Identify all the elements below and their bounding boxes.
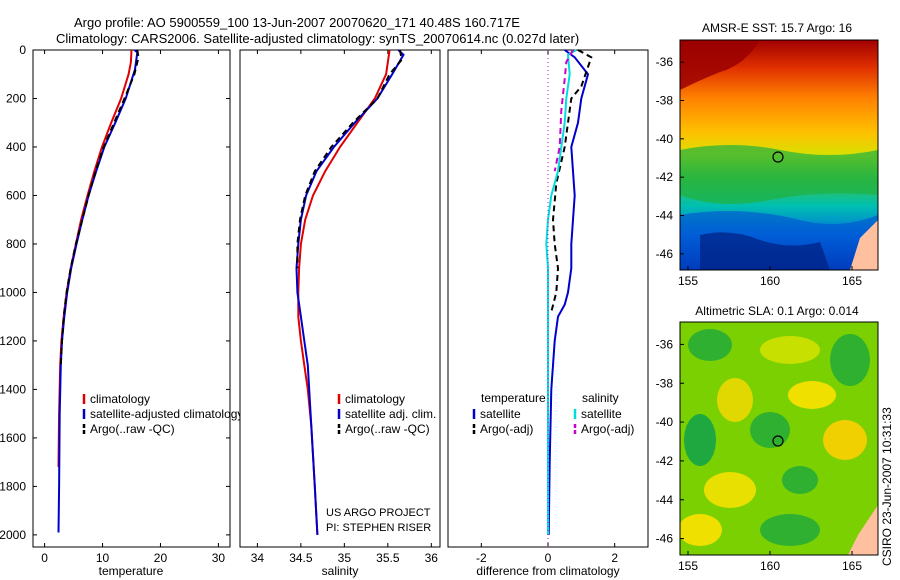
salinity-axes	[239, 49, 441, 548]
sst-map-ytick-label: -42	[656, 170, 674, 184]
difference-xtick-label: 0	[545, 551, 552, 565]
salinity-xtick-label: 34.5	[289, 551, 313, 565]
diff-legend-temperature-title: temperature	[481, 391, 546, 405]
depth-tick-label: 600	[6, 188, 26, 202]
difference-series-temperature-satellite	[547, 49, 590, 535]
credit-pi: PI: STEPHEN RISER	[326, 522, 431, 534]
sst-map-ytick-label: -40	[656, 132, 674, 146]
sst-map-xtick-label: 155	[678, 274, 698, 288]
sla-map-ytick-label: -40	[656, 415, 674, 429]
sla-map: Altimetric SLA: 0.1 Argo: 0.014 -36 -38 -4…	[656, 304, 879, 573]
sst-map-ytick-label: -46	[656, 247, 674, 261]
depth-tick-label: 1200	[0, 334, 26, 348]
sla-map-xtick-label: 155	[678, 559, 698, 573]
salinity-xlabel: salinity	[322, 564, 359, 578]
depth-tick-label: 1600	[0, 431, 26, 445]
sla-field	[680, 322, 878, 555]
sla-map-ytick-label: -42	[656, 454, 674, 468]
difference-panel: -2 0 2 difference from climatology tempera…	[447, 49, 649, 578]
salinity-series-climatology	[297, 49, 391, 535]
difference-series-temperature-argo	[550, 49, 593, 313]
sal-legend-argo-label: Argo(..raw -QC)	[345, 422, 430, 436]
sla-map-xtick-label: 160	[760, 559, 780, 573]
salinity-series-argo	[296, 49, 403, 269]
diff-legend-salinity-title: salinity	[582, 391, 619, 405]
csiro-stamp: CSIRO 23-Jun-2007 10:31:33	[880, 407, 894, 566]
difference-xtick-label: 2	[611, 551, 618, 565]
temperature-xtick-label: 0	[41, 551, 48, 565]
sla-map-ytick-label: -36	[656, 337, 674, 351]
sal-legend-climatology-label: climatology	[345, 392, 405, 406]
diff-legend-sal-argo-label: Argo(-adj)	[581, 422, 634, 436]
diff-legend-temp-argo-label: Argo(-adj)	[480, 422, 533, 436]
diff-legend-temp-satellite-label: satellite	[480, 407, 521, 421]
depth-tick-label: 0	[19, 43, 26, 57]
sst-field	[680, 40, 878, 270]
sla-map-xtick-label: 165	[842, 559, 862, 573]
sla-map-ytick-label: -46	[656, 532, 674, 546]
temperature-xtick-label: 10	[96, 551, 110, 565]
salinity-xtick-label: 36	[425, 551, 439, 565]
sst-map-ytick-label: -44	[656, 209, 674, 223]
salinity-xtick-label: 34	[251, 551, 265, 565]
difference-series-salinity-satellite	[545, 49, 577, 535]
sal-legend-satellite-label: satellite adj. clim.	[345, 407, 436, 421]
diff-legend-sal-satellite-label: satellite	[581, 407, 622, 421]
sla-map-ytick-label: -44	[656, 493, 674, 507]
salinity-xtick-label: 35	[338, 551, 352, 565]
sst-map-ytick-label: -36	[656, 55, 674, 69]
sla-map-ytick-label: -38	[656, 376, 674, 390]
salinity-panel: 34 34.5 35 35.5 36 salinity climatologysatel…	[239, 49, 441, 578]
temperature-xlabel: temperature	[99, 564, 164, 578]
depth-tick-label: 1000	[0, 285, 26, 299]
temperature-series-argo	[59, 49, 140, 366]
temp-legend-argo-label: Argo(..raw -QC)	[90, 422, 175, 436]
temp-legend-satellite-label: satellite-adjusted climatology	[90, 407, 243, 421]
depth-tick-label: 800	[6, 237, 26, 251]
difference-xlabel: difference from climatology	[476, 564, 619, 578]
title-line1: Argo profile: AO 5900559_100 13-Jun-2007…	[74, 15, 520, 30]
difference-xtick-label: -2	[476, 551, 487, 565]
temperature-xtick-label: 20	[154, 551, 168, 565]
depth-tick-label: 2000	[0, 528, 26, 542]
sst-map-xtick-label: 160	[760, 274, 780, 288]
sst-argo-marker	[772, 151, 784, 163]
temp-legend-climatology-label: climatology	[90, 392, 150, 406]
salinity-xtick-label: 35.5	[376, 551, 400, 565]
title-line2: Climatology: CARS2006. Satellite-adjuste…	[56, 31, 579, 46]
sst-map-ytick-label: -38	[656, 94, 674, 108]
sst-map: AMSR-E SST: 15.7 Argo: 16 -36 -38 -40 -42 -4…	[656, 21, 879, 288]
depth-tick-label: 400	[6, 140, 26, 154]
depth-tick-label: 200	[6, 91, 26, 105]
depth-tick-label: 1400	[0, 382, 26, 396]
temperature-xtick-label: 30	[212, 551, 226, 565]
temperature-axes	[32, 49, 231, 548]
difference-series-salinity-argo	[553, 49, 574, 172]
sst-map-title: AMSR-E SST: 15.7 Argo: 16	[702, 21, 852, 35]
sla-map-title: Altimetric SLA: 0.1 Argo: 0.014	[695, 304, 859, 318]
depth-tick-label: 1800	[0, 479, 26, 493]
credit-project: US ARGO PROJECT	[326, 507, 431, 519]
sla-argo-marker	[772, 435, 784, 447]
sst-map-xtick-label: 165	[842, 274, 862, 288]
